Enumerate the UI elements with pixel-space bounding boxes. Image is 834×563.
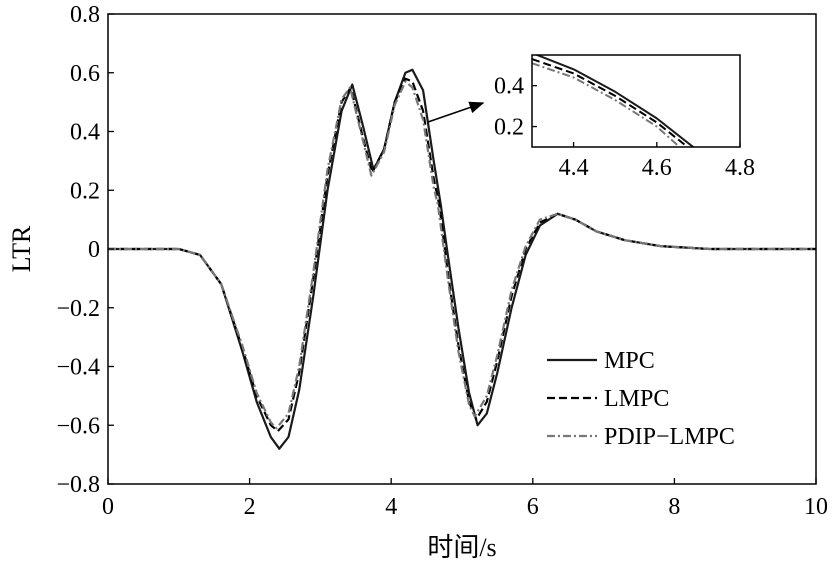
inset-y-tick-label: 0.2 [494,115,524,141]
y-tick-label: 0.4 [70,120,100,146]
x-tick-label: 6 [527,494,539,520]
x-tick-label: 8 [668,494,680,520]
inset-x-tick-label: 4.4 [559,155,589,181]
legend-label-mpc: MPC [604,348,655,374]
x-tick-label: 2 [244,494,256,520]
inset-series-line-mpc [534,55,695,147]
y-tick-label: 0.6 [70,61,100,87]
y-tick-label: 0.2 [70,178,100,204]
inset-x-tick-label: 4.6 [642,155,672,181]
inset-frame [531,54,741,148]
x-axis-label: 时间/s [427,533,496,562]
legend: MPC LMPC PDIP−LMPC [547,348,735,450]
main-plot: 0 2 4 6 8 10 0.8 0.6 0.4 0.2 0 −0.2 −0.4 −0.6 −0.8 时间… [7,2,828,562]
inset-x-tick-label: 4.8 [725,155,755,181]
zoom-arrow [427,101,485,123]
legend-item-lmpc: LMPC [547,386,669,412]
legend-label-pdip-lmpc: PDIP−LMPC [604,424,735,450]
y-tick-label: −0.4 [56,355,100,381]
legend-label-lmpc: LMPC [604,386,669,412]
legend-item-mpc: MPC [547,348,655,374]
inset-series-line-lmpc [532,58,690,147]
inset-series-line-pdip-lmpc [532,62,682,147]
y-tick-label: −0.2 [56,296,100,322]
x-tick-label: 10 [804,494,828,520]
y-tick-label: −0.8 [56,472,100,498]
inset-plot: 4.4 4.6 4.8 0.4 0.2 [494,54,755,181]
y-tick-label: 0.8 [70,2,100,28]
x-tick-label: 4 [385,494,397,520]
y-axis-label: LTR [7,225,36,272]
inset-y-tick-label: 0.4 [494,74,524,100]
x-tick-label: 0 [102,494,114,520]
legend-item-pdip-lmpc: PDIP−LMPC [547,424,735,450]
y-tick-label: 0 [88,237,100,263]
series-line-pdip-lmpc [108,80,816,430]
y-tick-label: −0.6 [56,413,100,439]
